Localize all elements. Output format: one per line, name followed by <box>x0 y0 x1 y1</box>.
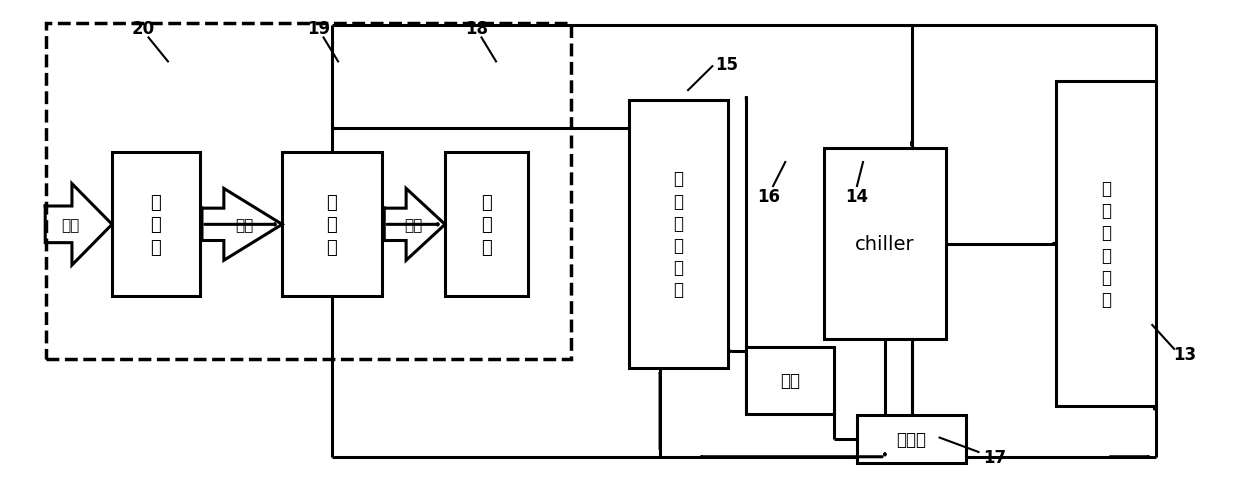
Text: 燃
料
电
池
系
统: 燃 料 电 池 系 统 <box>1101 180 1111 308</box>
Bar <box>445 153 528 297</box>
Text: 19: 19 <box>308 20 330 38</box>
Text: 17: 17 <box>983 448 1006 466</box>
Text: 20: 20 <box>133 20 155 38</box>
Text: 15: 15 <box>715 56 739 74</box>
Text: 乘
员
舱: 乘 员 舱 <box>481 194 492 256</box>
Text: chiller: chiller <box>856 235 915 253</box>
Text: 冷风: 冷风 <box>62 217 79 232</box>
Bar <box>746 347 833 414</box>
Bar <box>112 153 200 297</box>
Bar <box>1056 81 1156 407</box>
Bar <box>629 101 728 368</box>
Bar <box>825 148 946 340</box>
Text: 13: 13 <box>1173 345 1197 363</box>
Text: 加
热
器: 加 热 器 <box>326 194 337 256</box>
Text: 鼓
风
机: 鼓 风 机 <box>150 194 161 256</box>
Text: 动
力
电
池
系
统: 动 力 电 池 系 统 <box>673 170 683 299</box>
Text: 14: 14 <box>846 187 868 205</box>
Text: 电磁阀: 电磁阀 <box>897 430 926 448</box>
Text: 水泵: 水泵 <box>780 371 800 389</box>
Text: 16: 16 <box>756 187 780 205</box>
Bar <box>46 24 572 359</box>
Bar <box>857 415 966 463</box>
Text: 18: 18 <box>465 20 489 38</box>
Text: 冷风: 冷风 <box>236 217 254 232</box>
Bar <box>283 153 382 297</box>
Text: 暖风: 暖风 <box>404 217 423 232</box>
